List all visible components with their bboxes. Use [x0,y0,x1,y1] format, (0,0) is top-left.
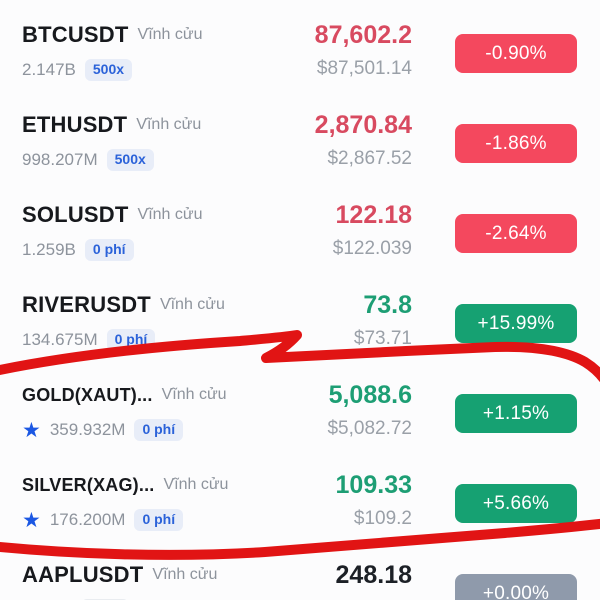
pair-info: GOLD(XAUT)... Vĩnh cửu ★ 359.932M 0 phí [22,380,227,443]
usd-price: $73.71 [353,328,412,349]
favorite-star-icon[interactable]: ★ [22,508,41,532]
pair-symbol: GOLD(XAUT)... [22,384,153,405]
pair-symbol: SILVER(XAG)... [22,474,155,495]
pair-info: ETHUSDT Vĩnh cửu 998.207M 500x [22,110,201,173]
last-price: 122.18 [335,201,412,229]
leverage-chip: 500x [84,58,133,82]
last-price: 109.33 [335,471,412,499]
change-badge[interactable]: +15.99% [455,304,577,343]
price-block: 248.18 [336,560,412,600]
last-price: 2,870.84 [314,111,412,139]
price-block: 122.18 $122.039 [333,200,412,261]
zero-fee-chip: 0 phí [134,508,184,532]
contract-type-label: Vĩnh cửu [136,116,202,133]
pair-symbol: RIVERUSDT [22,292,151,317]
volume-label: 998.207M [22,150,98,169]
contract-type-label: Vĩnh cửu [163,476,229,493]
change-badge[interactable]: +1.15% [455,394,577,433]
pair-symbol: ETHUSDT [22,112,128,137]
market-row-riverusdt[interactable]: RIVERUSDT Vĩnh cửu 134.675M 0 phí 73.8 $… [0,278,600,368]
pair-info: BTCUSDT Vĩnh cửu 2.147B 500x [22,20,202,83]
pair-symbol: BTCUSDT [22,22,129,47]
price-block: 73.8 $73.71 [354,290,412,351]
last-price: 248.18 [335,561,412,589]
usd-price: $87,501.14 [316,58,412,79]
market-row-silver-xag[interactable]: SILVER(XAG)... Vĩnh cửu ★ 176.200M 0 phí… [0,458,600,548]
last-price: 5,088.6 [328,381,412,409]
change-badge[interactable]: +0.00% [455,574,577,600]
pair-info: AAPLUSDT Vĩnh cửu [22,560,217,600]
price-block: 2,870.84 $2,867.52 [315,110,412,171]
market-row-ethusdt[interactable]: ETHUSDT Vĩnh cửu 998.207M 500x 2,870.84 … [0,98,600,188]
price-block: 5,088.6 $5,082.72 [327,380,412,441]
volume-label: 359.932M [49,420,126,439]
last-price: 73.8 [363,291,412,319]
market-row-btcusdt[interactable]: BTCUSDT Vĩnh cửu 2.147B 500x 87,602.2 $8… [0,8,600,98]
change-badge[interactable]: -2.64% [455,214,577,253]
price-block: 87,602.2 $87,501.14 [315,20,412,81]
zero-fee-chip: 0 phí [106,328,156,352]
pair-symbol: AAPLUSDT [22,562,144,587]
last-price: 87,602.2 [314,21,412,49]
volume-label: 176.200M [49,510,126,529]
contract-type-label: Vĩnh cửu [161,386,227,403]
contract-type-label: Vĩnh cửu [137,206,203,223]
usd-price: $109.2 [353,508,412,529]
leverage-chip: 500x [106,148,154,172]
market-row-aaplusdt[interactable]: AAPLUSDT Vĩnh cửu 248.18 +0.00% [0,548,600,600]
usd-price: $122.039 [332,238,412,259]
zero-fee-chip: 0 phí [134,418,184,442]
zero-fee-chip: 0 phí [84,238,134,262]
usd-price: $2,867.52 [327,148,412,169]
contract-type-label: Vĩnh cửu [159,296,225,313]
change-badge[interactable]: -1.86% [455,124,577,163]
change-badge[interactable]: +5.66% [455,484,577,523]
market-row-gold-xaut[interactable]: GOLD(XAUT)... Vĩnh cửu ★ 359.932M 0 phí … [0,368,600,458]
change-badge[interactable]: -0.90% [455,34,577,73]
pair-info: SILVER(XAG)... Vĩnh cửu ★ 176.200M 0 phí [22,470,228,533]
pair-info: SOLUSDT Vĩnh cửu 1.259B 0 phí [22,200,202,263]
volume-label: 1.259B [22,240,76,259]
pair-symbol: SOLUSDT [22,202,129,227]
volume-label: 2.147B [22,60,76,79]
favorite-star-icon[interactable]: ★ [22,418,41,442]
price-block: 109.33 $109.2 [336,470,412,531]
contract-type-label: Vĩnh cửu [137,26,203,43]
pair-info: RIVERUSDT Vĩnh cửu 134.675M 0 phí [22,290,225,353]
usd-price: $5,082.72 [327,418,412,439]
contract-type-label: Vĩnh cửu [152,566,218,583]
market-row-solusdt[interactable]: SOLUSDT Vĩnh cửu 1.259B 0 phí 122.18 $12… [0,188,600,278]
volume-label: 134.675M [22,330,98,349]
